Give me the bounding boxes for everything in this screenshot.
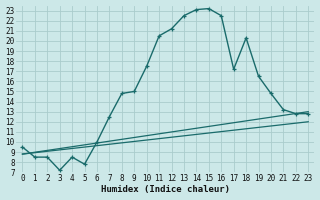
X-axis label: Humidex (Indice chaleur): Humidex (Indice chaleur) — [101, 185, 230, 194]
